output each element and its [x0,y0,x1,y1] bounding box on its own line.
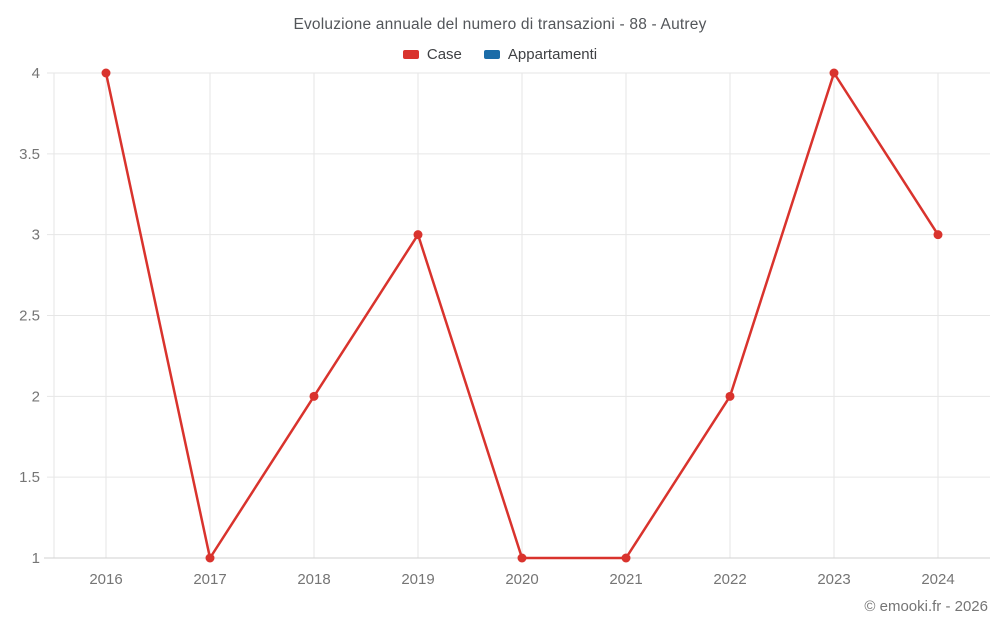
svg-text:2024: 2024 [921,571,954,588]
svg-text:2: 2 [32,388,40,405]
svg-text:2019: 2019 [401,571,434,588]
copyright-text: © emooki.fr - 2026 [864,598,988,615]
svg-text:3.5: 3.5 [19,146,40,163]
svg-text:4: 4 [32,65,40,82]
chart-title: Evoluzione annuale del numero di transaz… [293,16,707,33]
svg-text:2021: 2021 [609,571,642,588]
appartamenti-series-swatch-icon [483,50,500,59]
legend-item-appartamenti[interactable]: Appartamenti [483,46,598,63]
svg-text:3: 3 [32,227,40,244]
legend-item-case[interactable]: Case [402,46,462,63]
case-series-swatch-icon [402,50,419,59]
legend-label-case: Case [426,46,462,63]
svg-text:2017: 2017 [193,571,226,588]
svg-text:2023: 2023 [817,571,850,588]
svg-text:2.5: 2.5 [19,308,40,325]
svg-text:1: 1 [32,550,40,567]
legend: Case Appartamenti [0,46,1000,63]
svg-text:2020: 2020 [505,571,538,588]
svg-text:2018: 2018 [297,571,330,588]
legend-label-appartamenti: Appartamenti [507,46,598,63]
svg-text:2022: 2022 [713,571,746,588]
svg-text:2016: 2016 [89,571,122,588]
svg-text:1.5: 1.5 [19,469,40,486]
